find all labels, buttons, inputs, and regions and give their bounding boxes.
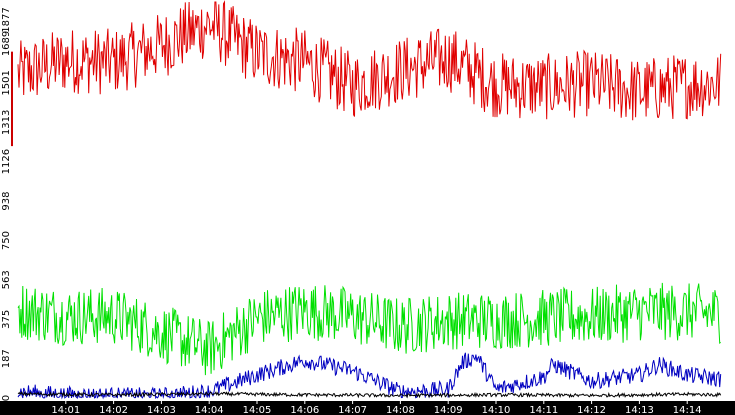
y-tick-label: 938 <box>1 192 12 211</box>
y-tick-label: 187 <box>1 349 12 368</box>
series-line-4 <box>17 390 722 399</box>
x-tick-label: 14:13 <box>625 405 654 415</box>
x-tick-label: 14:01 <box>51 405 80 415</box>
x-axis-bar <box>0 401 735 415</box>
x-tick-label: 14:12 <box>577 405 606 415</box>
x-tick-label: 14:08 <box>386 405 415 415</box>
series-layer <box>17 0 722 400</box>
y-tick-label: 750 <box>1 231 12 250</box>
y-tick-label: 0 <box>1 395 12 401</box>
y-tick-label: 375 <box>1 310 12 329</box>
y-tick-label: 1877 <box>1 7 12 32</box>
series-line-2 <box>17 282 721 376</box>
x-tick-label: 14:06 <box>290 405 319 415</box>
y-tick-label: 563 <box>1 270 12 289</box>
x-tick-label: 14:04 <box>195 405 224 415</box>
x-tick-label: 14:09 <box>434 405 463 415</box>
x-tick-label: 14:07 <box>338 405 367 415</box>
x-axis: 14:01 14:02 14:03 14:04 14:05 14:06 14:07 14:08… <box>51 401 702 415</box>
x-tick-label: 14:02 <box>99 405 128 415</box>
series-line-3 <box>17 352 722 400</box>
x-tick-label: 14:10 <box>482 405 511 415</box>
y-tick-label: 1313 <box>1 110 12 135</box>
x-tick-label: 14:14 <box>673 405 702 415</box>
series-line-1 <box>17 0 722 121</box>
x-tick-label: 14:11 <box>529 405 558 415</box>
y-tick-label: 1126 <box>1 149 12 174</box>
x-tick-label: 14:05 <box>243 405 272 415</box>
y-tick-label: 1501 <box>1 70 12 95</box>
y-tick-label: 1689 <box>1 31 12 56</box>
x-tick-label: 14:03 <box>147 405 176 415</box>
